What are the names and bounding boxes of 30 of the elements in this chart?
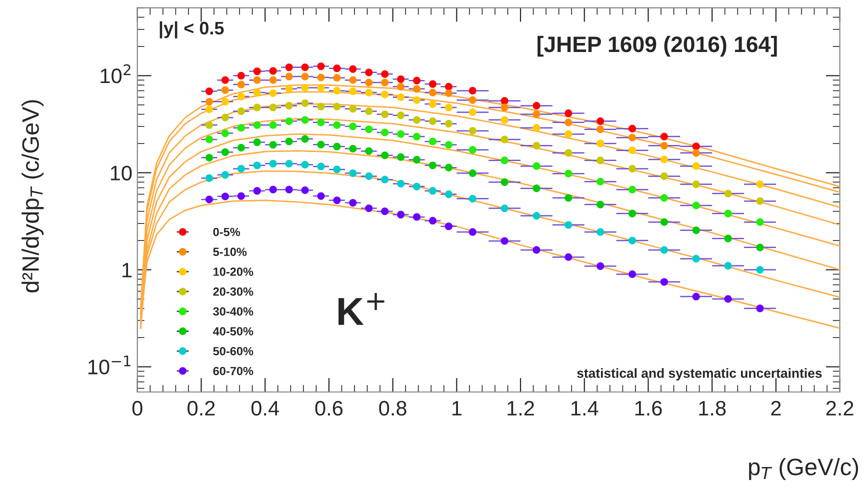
legend-label: 10-20% (214, 268, 254, 276)
y-tick-label: 1 (122, 262, 132, 278)
annotation: statistical and systematic uncertainties (577, 368, 822, 380)
legend-label: 0-5% (213, 228, 240, 236)
legend-label: 30-40% (213, 307, 254, 316)
y-tick-label: 10$^{−1}$ (88, 356, 130, 374)
x-tick-label: 0.2 (188, 400, 215, 416)
x-tick-label: 2 (771, 400, 781, 416)
x-tick-label: 1.8 (699, 400, 726, 416)
x-tick-label: 0.4 (251, 400, 279, 416)
annotation: [JHEP 1609 (2016) 164] (538, 36, 777, 57)
x-tick-label: 1.4 (571, 401, 598, 416)
x-tick-label: 2.2 (826, 400, 854, 416)
x-tick-label: 1.2 (508, 400, 534, 416)
legend-label: 40-50% (212, 327, 254, 336)
x-axis-title: p$_{T}$ (GeV/c) (749, 458, 858, 480)
x-tick-label: 1.6 (635, 400, 662, 416)
y-axis-title: d²N/dydp$_{T}$ (c/GeV) (22, 100, 44, 292)
x-tick-label: 0.8 (379, 400, 406, 416)
x-tick-label: 0.6 (315, 400, 343, 416)
annotation: K$^{+}$ (338, 292, 384, 325)
y-tick-label: 10$^{2}$ (100, 64, 130, 84)
legend-label: 60-70% (213, 366, 254, 376)
legend-label: 5-10% (213, 248, 247, 256)
x-tick-label: 1 (452, 401, 462, 416)
y-tick-label: 10 (110, 166, 132, 180)
x-tick-label: 0 (132, 400, 142, 416)
annotation: |y| < 0.5 (160, 21, 224, 38)
legend-label: 20-30% (213, 287, 254, 296)
legend-label: 50-60% (213, 346, 254, 356)
